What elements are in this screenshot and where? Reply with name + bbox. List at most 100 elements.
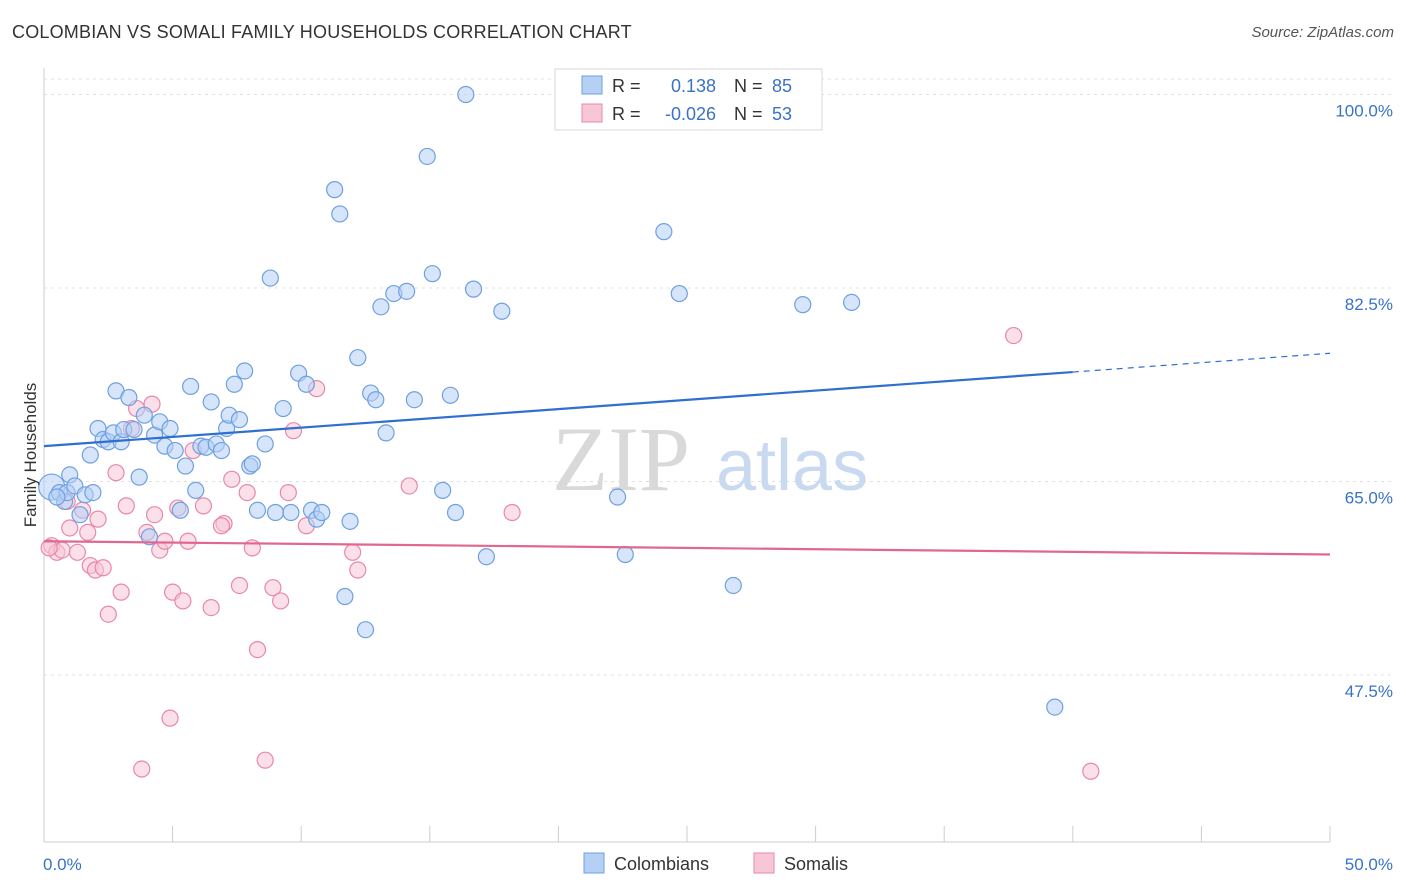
colombian-point <box>441 386 459 404</box>
bottom-legend-swatch-somalis <box>753 852 775 874</box>
somali-point <box>174 592 192 610</box>
tick-labels: 100.0% 82.5% 65.0% 47.5% 0.0% 50.0% <box>43 102 1393 874</box>
somali-point <box>503 503 521 522</box>
x-tick-label: 0.0% <box>43 855 82 874</box>
colombian-point <box>48 488 66 506</box>
somali-point <box>99 605 117 623</box>
legend-r-label-2: R = <box>612 104 641 124</box>
somali-point <box>238 483 256 502</box>
colombian-point <box>336 587 354 606</box>
colombian-point <box>176 457 195 475</box>
somali-point <box>264 579 282 597</box>
somali-point <box>212 517 231 535</box>
colombian-point <box>266 503 285 522</box>
colombian-point <box>493 302 511 320</box>
somali-point <box>40 539 58 557</box>
trend-lines <box>43 352 1331 556</box>
colombian-point <box>372 298 390 316</box>
colombian-point <box>341 512 359 530</box>
colombian-point <box>166 441 184 460</box>
somali-point <box>1005 326 1023 345</box>
legend-n-value-colombians: 85 <box>772 76 792 96</box>
somali-point <box>1082 762 1100 780</box>
colombian-point <box>261 269 279 287</box>
somali-point <box>79 523 97 542</box>
bottom-legend: Colombians Somalis <box>583 852 848 874</box>
colombian-point <box>464 280 483 298</box>
somali-point <box>94 559 112 577</box>
somali-point <box>256 751 274 769</box>
somali-point <box>133 760 151 778</box>
colombian-points <box>38 85 1064 716</box>
axes <box>43 68 1331 843</box>
colombian-point <box>434 481 452 499</box>
somali-point <box>145 506 164 524</box>
somali-points <box>40 326 1100 780</box>
colombian-point <box>230 411 249 429</box>
y-tick-label: 82.5% <box>1345 295 1393 314</box>
colombian-point <box>843 293 861 312</box>
somali-point <box>112 583 130 601</box>
somali-point <box>400 477 418 495</box>
watermark: ZIP atlas <box>552 408 868 510</box>
colombian-point <box>71 506 89 524</box>
y-tick-label: 100.0% <box>1335 102 1393 121</box>
somali-point <box>230 576 249 595</box>
colombian-point <box>446 503 465 522</box>
colombian-point <box>377 424 395 442</box>
colombian-trend-line <box>43 370 1073 448</box>
y-axis-label: Family Households <box>21 383 40 528</box>
somali-point <box>223 470 241 488</box>
colombian-point <box>1046 698 1064 716</box>
somali-point <box>156 532 174 550</box>
legend-swatch-somalis <box>581 103 603 123</box>
colombian-point <box>794 296 812 314</box>
legend-swatch-colombians <box>581 75 603 95</box>
colombian-point <box>356 621 375 639</box>
somali-point <box>107 464 125 482</box>
colombian-point <box>313 503 331 522</box>
colombian-point <box>84 483 102 502</box>
colombian-point <box>670 284 688 303</box>
colombian-point <box>326 181 344 199</box>
colombian-point <box>423 265 441 283</box>
legend-r-value-colombians: 0.138 <box>671 76 716 96</box>
colombian-point <box>616 545 634 564</box>
somali-point <box>284 422 303 440</box>
colombian-point <box>256 435 274 453</box>
colombian-point <box>274 399 292 418</box>
colombian-point <box>655 223 673 241</box>
colombian-point <box>477 548 495 566</box>
colombian-point <box>161 419 179 438</box>
colombian-point <box>457 85 475 104</box>
x-tick-label: 50.0% <box>1345 855 1393 874</box>
somali-point <box>279 483 297 502</box>
bottom-legend-swatch-colombians <box>583 852 605 874</box>
somali-point <box>194 497 213 515</box>
colombian-point <box>398 282 416 300</box>
colombian-point <box>202 393 220 411</box>
somali-point <box>89 510 107 528</box>
colombian-point <box>724 576 742 595</box>
colombian-point <box>248 501 267 519</box>
colombian-point <box>367 391 385 409</box>
source-label: Source: ZipAtlas.com <box>1251 24 1394 41</box>
bottom-legend-somalis: Somalis <box>784 854 848 874</box>
somali-point <box>117 497 135 515</box>
colombian-point <box>236 362 254 380</box>
colombian-point <box>135 406 153 424</box>
colombian-point <box>405 391 423 409</box>
stats-legend: R = 0.138 N = 85 R = -0.026 N = 53 <box>554 68 823 131</box>
legend-n-label-2: N = <box>734 104 763 124</box>
somali-point <box>161 709 179 727</box>
legend-n-label: N = <box>734 76 763 96</box>
somali-trend-line <box>43 540 1331 556</box>
somali-point <box>248 641 267 659</box>
y-tick-label: 47.5% <box>1345 682 1393 701</box>
colombian-point <box>182 377 200 396</box>
bottom-legend-colombians: Colombians <box>614 854 709 874</box>
somali-point <box>344 543 362 561</box>
legend-r-label: R = <box>612 76 641 96</box>
colombian-trend-extension <box>1072 352 1331 373</box>
somali-point <box>179 532 197 550</box>
